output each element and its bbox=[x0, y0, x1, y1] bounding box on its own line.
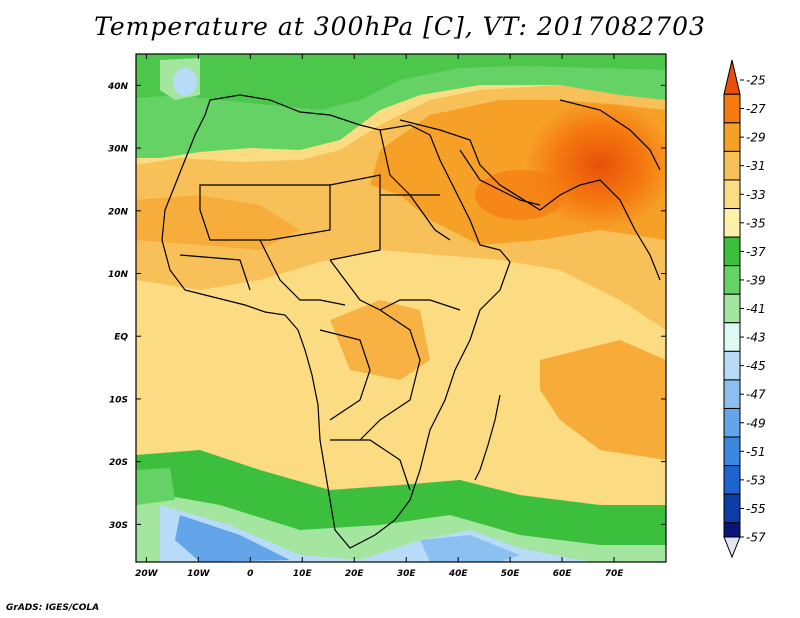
colorbar-swatch bbox=[723, 493, 741, 524]
lon-label: 10E bbox=[293, 569, 313, 579]
temperature-field bbox=[136, 54, 666, 562]
coastlines bbox=[161, 94, 661, 549]
lon-label: 20E bbox=[345, 569, 365, 579]
longitude-axis: 20W 10W 0 10E 20E 30E 40E 50E 60E 70E bbox=[135, 54, 624, 579]
colorbar-swatch bbox=[723, 350, 741, 381]
colorbar-swatch bbox=[723, 93, 741, 124]
lon-label: 20W bbox=[135, 569, 159, 579]
lat-label: 10N bbox=[108, 270, 129, 280]
colorbar-swatch bbox=[723, 179, 741, 210]
colorbar-swatch bbox=[723, 379, 741, 409]
colorbar-swatch bbox=[723, 407, 741, 438]
colorbar-swatch bbox=[723, 122, 741, 152]
colorbar-label: -31 bbox=[746, 159, 766, 173]
colorbar-label: -49 bbox=[746, 416, 766, 430]
colorbar-swatch bbox=[723, 322, 741, 352]
colorbar-label: -57 bbox=[746, 531, 766, 545]
lat-label: 40N bbox=[107, 82, 129, 92]
lon-label: 10W bbox=[187, 569, 211, 579]
colorbar-label: -47 bbox=[746, 388, 766, 402]
colorbar-swatch bbox=[723, 522, 741, 538]
colorbar-label: -25 bbox=[746, 74, 766, 88]
lon-label: 0 bbox=[247, 569, 253, 579]
colorbar-label: -51 bbox=[746, 445, 766, 459]
latitude-axis: 40N 30N 20N 10N EQ 10S 20S 30S bbox=[107, 82, 666, 531]
colorbar-swatch bbox=[723, 236, 741, 267]
colorbar-swatch bbox=[723, 150, 741, 181]
colorbar-label: -37 bbox=[746, 245, 766, 259]
colorbar-swatch bbox=[723, 265, 741, 295]
lat-label: EQ bbox=[114, 333, 128, 343]
colorbar-label: -33 bbox=[746, 188, 766, 202]
map-frame bbox=[135, 53, 667, 563]
colorbar-label: -27 bbox=[746, 102, 766, 116]
lon-label: 60E bbox=[553, 569, 573, 579]
lat-label: 10S bbox=[109, 395, 128, 405]
colorbar-top-arrow bbox=[723, 59, 741, 95]
colorbar-swatch bbox=[723, 465, 741, 495]
colorbar-label: -45 bbox=[746, 359, 766, 373]
lon-label: 70E bbox=[605, 569, 625, 579]
lon-label: 30E bbox=[397, 569, 417, 579]
colorbar-swatch bbox=[723, 436, 741, 467]
grads-credit: GrADS: IGES/COLA bbox=[6, 603, 100, 613]
colorbar-label: -41 bbox=[746, 302, 766, 316]
colorbar-bottom-arrow bbox=[723, 536, 741, 559]
lat-label: 30S bbox=[109, 521, 128, 531]
map-title: Temperature at 300hPa [C], VT: 201708270… bbox=[94, 12, 706, 41]
colorbar-label: -55 bbox=[746, 502, 766, 516]
colorbar-label: -53 bbox=[746, 473, 766, 487]
colorbar-label: -39 bbox=[746, 273, 766, 287]
lon-label: 50E bbox=[501, 569, 521, 579]
colorbar-label: -29 bbox=[746, 131, 766, 145]
colorbar-swatch bbox=[723, 293, 741, 324]
lat-label: 20N bbox=[108, 207, 129, 217]
lon-label: 40E bbox=[448, 569, 469, 579]
colorbar: -25 -27 -29 -31 -33 -35 -37 -39 -41 -43 -45 -47 -49 -… bbox=[723, 59, 766, 559]
colorbar-swatch bbox=[723, 208, 741, 238]
colorbar-label: -43 bbox=[746, 331, 766, 345]
lat-label: 20S bbox=[109, 458, 128, 468]
lat-label: 30N bbox=[108, 145, 129, 155]
colorbar-label: -35 bbox=[746, 216, 766, 230]
